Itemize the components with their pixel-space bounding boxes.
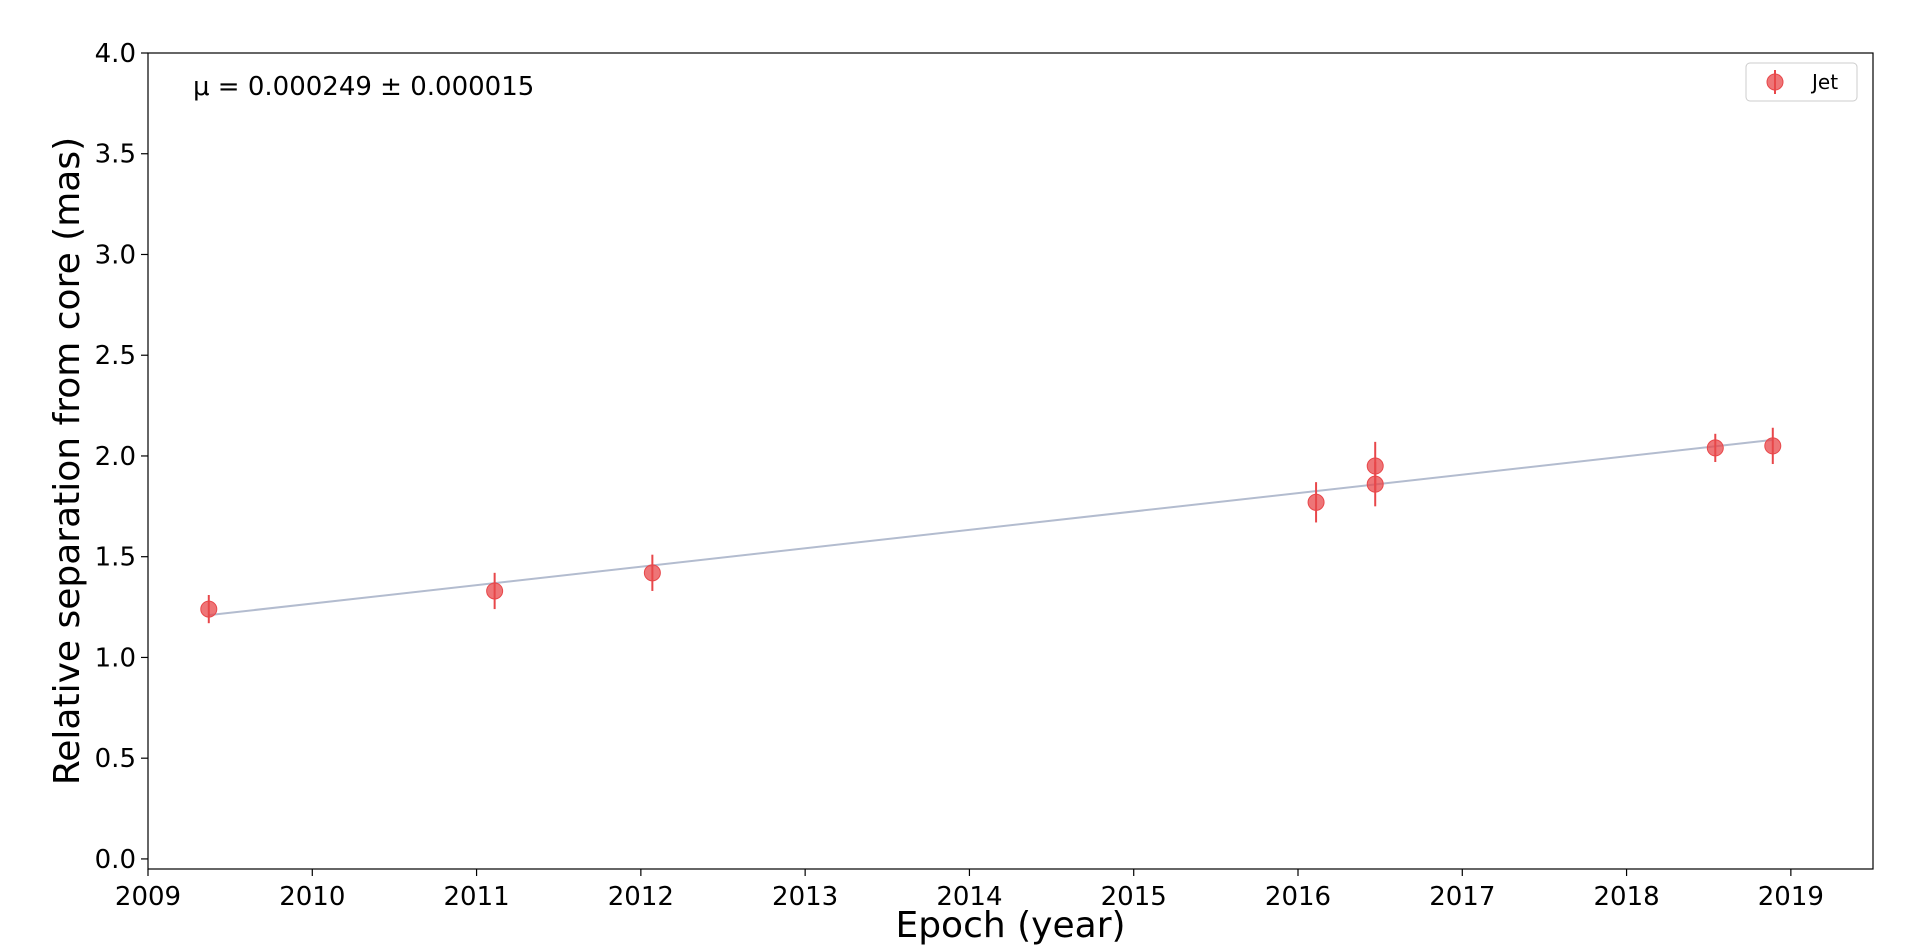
x-tick-label: 2018 — [1593, 882, 1659, 912]
data-point — [1366, 457, 1384, 475]
y-tick-label: 0.0 — [95, 845, 136, 875]
x-tick-label: 2015 — [1101, 882, 1167, 912]
y-axis-ticks: 0.0 0.5 1.0 1.5 2.0 2.5 3.0 3.5 4.0 — [95, 39, 148, 875]
y-tick-label: 3.5 — [95, 140, 136, 170]
legend-marker — [1766, 73, 1784, 91]
legend-box — [1745, 62, 1858, 102]
fit-line — [208, 438, 1773, 617]
y-axis-title: Relative separation from core (mas) — [47, 137, 88, 785]
x-tick-label: 2009 — [115, 882, 181, 912]
y-tick-label: 3.0 — [95, 240, 136, 270]
legend-label-jet: Jet — [1810, 70, 1838, 94]
data-point — [486, 582, 504, 600]
y-tick-label: 4.0 — [95, 39, 136, 69]
x-tick-label: 2012 — [608, 882, 674, 912]
legend: Jet — [1745, 62, 1858, 102]
y-tick-label: 1.0 — [95, 643, 136, 673]
plot-frame — [147, 52, 1874, 870]
x-tick-label: 2016 — [1265, 882, 1331, 912]
y-tick-label: 2.5 — [95, 341, 136, 371]
x-axis-title: Epoch (year) — [895, 905, 1125, 946]
data-point — [1706, 439, 1724, 457]
y-tick-label: 1.5 — [95, 543, 136, 573]
x-tick-label: 2013 — [772, 882, 838, 912]
data-point — [200, 600, 218, 618]
x-tick-label: 2017 — [1429, 882, 1495, 912]
y-tick-label: 0.5 — [95, 744, 136, 774]
x-tick-label: 2014 — [936, 882, 1002, 912]
x-tick-label: 2010 — [279, 882, 345, 912]
y-tick-label: 2.0 — [95, 442, 136, 472]
data-point — [1307, 493, 1325, 511]
x-tick-label: 2019 — [1758, 882, 1824, 912]
data-point — [1764, 437, 1782, 455]
x-tick-label: 2011 — [443, 882, 509, 912]
plot-layer — [200, 427, 1782, 624]
data-point — [643, 564, 661, 582]
x-axis-ticks: 2009 2010 2011 2012 2013 2014 2015 2016 2017 2018… — [115, 869, 1824, 912]
fit-annotation: μ = 0.000249 ± 0.000015 — [193, 72, 534, 102]
